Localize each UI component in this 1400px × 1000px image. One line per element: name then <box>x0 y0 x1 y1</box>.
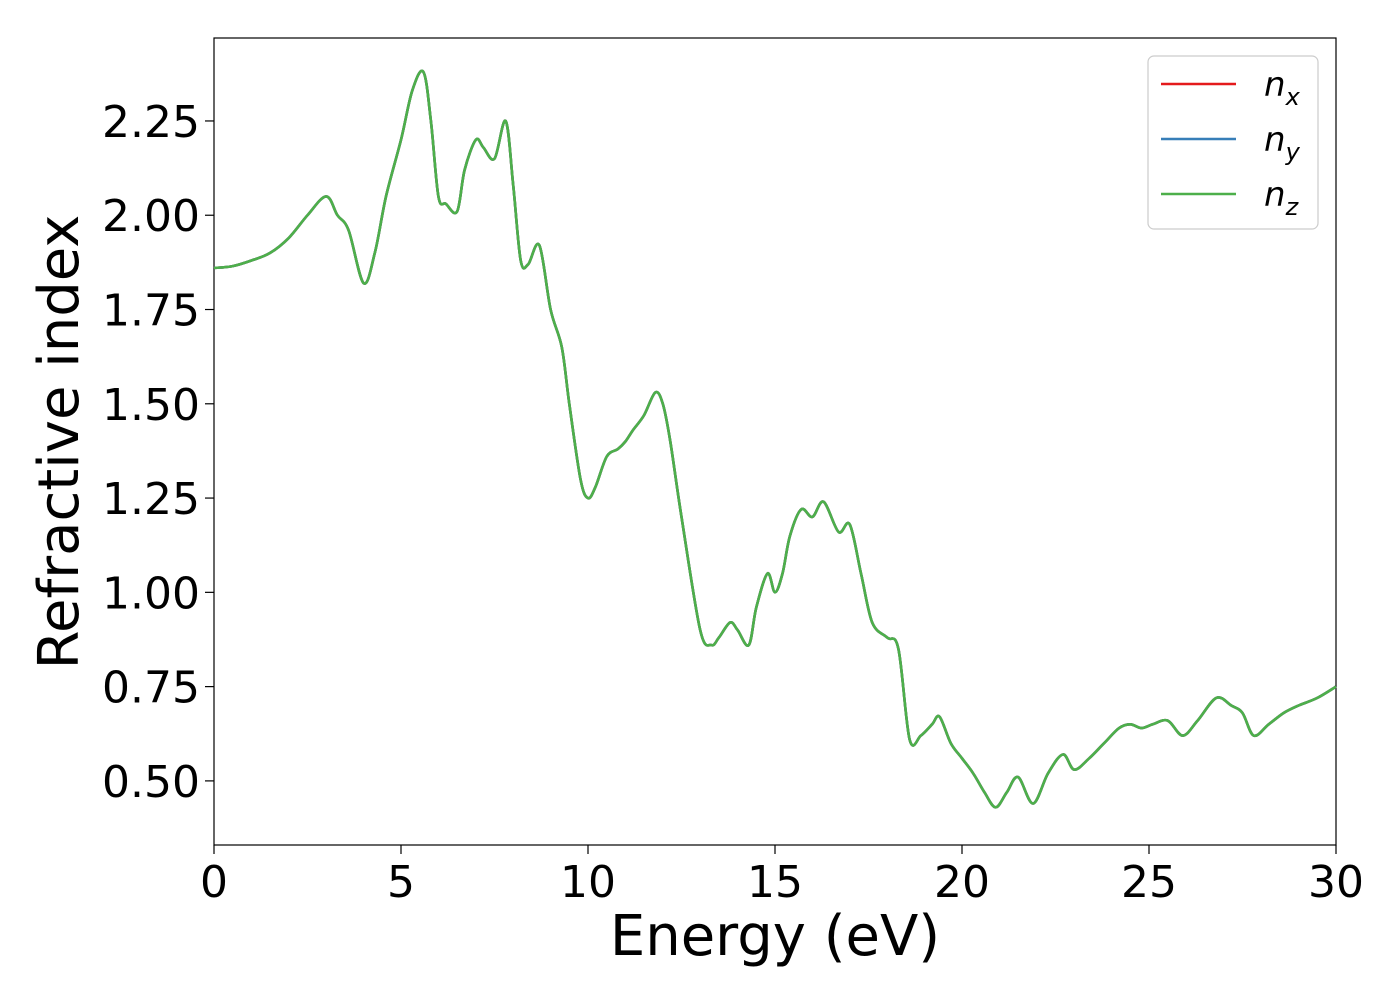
legend-box <box>1147 55 1319 230</box>
x-axis-ticks: 0 5 10 15 20 25 30 <box>200 845 1364 908</box>
y-tick-label: 0.50 <box>102 757 200 808</box>
y-tick-label: 2.25 <box>102 97 200 148</box>
x-tick-label: 15 <box>747 857 803 908</box>
series-line-nz <box>213 69 1337 809</box>
y-tick-label: 1.75 <box>102 286 200 337</box>
x-tick-label: 0 <box>200 857 228 908</box>
x-tick-label: 30 <box>1308 857 1364 908</box>
x-tick-label: 25 <box>1121 857 1177 908</box>
x-tick-label: 20 <box>934 857 990 908</box>
y-tick-label: 0.75 <box>102 663 200 714</box>
y-tick-label: 1.25 <box>102 474 200 525</box>
y-tick-label: 1.50 <box>102 380 200 431</box>
legend-subscript: y <box>1285 138 1301 166</box>
y-axis-ticks: 0.50 0.75 1.00 1.25 1.50 1.75 2.00 2.25 <box>102 97 214 808</box>
y-axis-label: Refractive index <box>27 215 92 670</box>
x-axis-label: Energy (eV) <box>610 904 940 969</box>
legend-subscript: z <box>1285 193 1300 221</box>
y-tick-label: 1.00 <box>102 568 200 619</box>
y-tick-label: 2.00 <box>102 191 200 242</box>
x-tick-label: 10 <box>560 857 616 908</box>
x-tick-label: 5 <box>387 857 415 908</box>
legend-subscript: x <box>1285 83 1301 111</box>
